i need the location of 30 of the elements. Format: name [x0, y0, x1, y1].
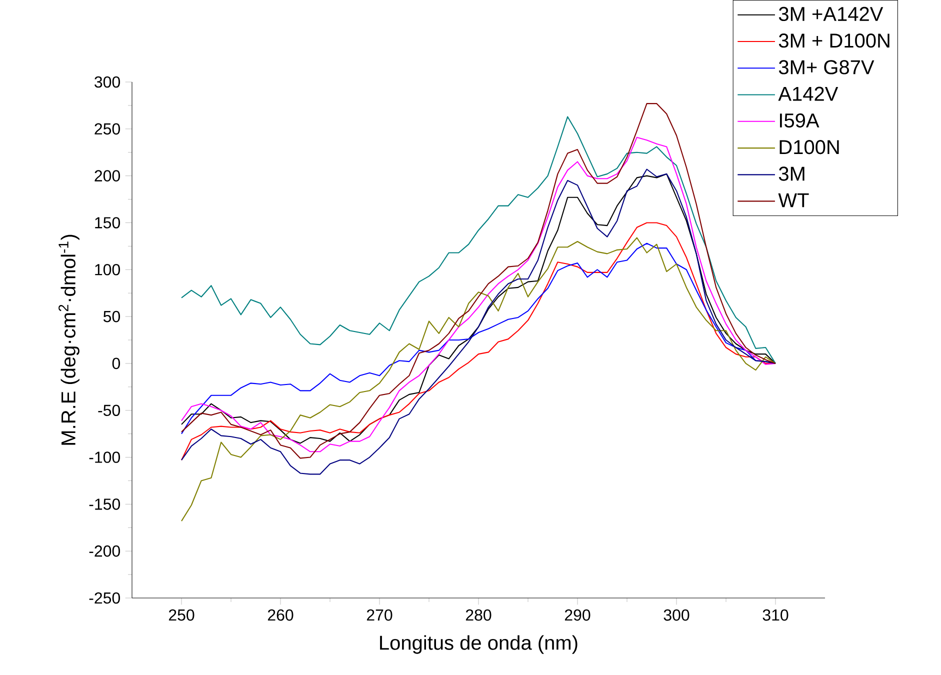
y-tick-label: 150 — [95, 217, 120, 228]
y-tick-label: 50 — [103, 310, 120, 322]
y-tick-label: 300 — [94, 76, 120, 88]
y-tick-label: 0 — [112, 358, 120, 370]
y-tick-label: 200 — [94, 170, 120, 182]
x-tick-label: 300 — [664, 609, 690, 621]
legend-label: 3M + D100N — [778, 34, 890, 48]
x-tick-label: 280 — [466, 609, 492, 621]
legend-label: A142V — [778, 86, 838, 101]
legend-label: 3M — [778, 166, 804, 181]
legend-label: I59A — [780, 113, 820, 128]
y-axis-title: M.R.E (deg·cm$^{2}$·dmol$^{-1}$) — [58, 234, 80, 445]
y-tick-label: -200 — [89, 545, 120, 557]
y-tick-label: 100 — [95, 264, 120, 276]
legend-label: 3M+ G87V — [778, 60, 874, 74]
y-tick-label: -50 — [98, 404, 120, 416]
x-tick-label: 290 — [564, 609, 590, 621]
x-tick-label: 270 — [366, 609, 392, 621]
x-tick-label: 310 — [762, 609, 788, 621]
y-tick-label: -150 — [89, 498, 120, 510]
y-tick-label: -100 — [89, 452, 120, 463]
x-axis-title: Longitus de onda (nm) — [380, 635, 578, 654]
legend-label: D100N — [780, 140, 839, 154]
x-tick-label: 250 — [168, 609, 194, 621]
y-tick-label: -250 — [89, 592, 120, 604]
line-series — [180, 237, 776, 522]
x-tick-label: 260 — [268, 609, 294, 621]
legend-label: WT — [778, 193, 809, 208]
y-tick-label: 250 — [94, 123, 120, 135]
legend-label: 3M +A142V — [778, 6, 884, 22]
